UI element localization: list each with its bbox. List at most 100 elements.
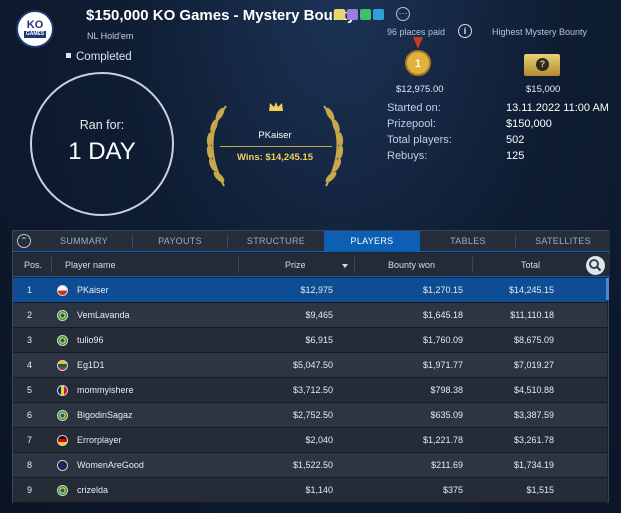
info-icon[interactable]: i: [458, 24, 472, 38]
row-total: $14,245.15: [508, 285, 554, 295]
row-player-name: mommyishere: [77, 385, 134, 395]
ticket-symbol: ?: [536, 58, 549, 71]
tab-separator: [132, 235, 133, 248]
row-position: 5: [27, 385, 33, 395]
tab-tables[interactable]: TABLES: [450, 236, 486, 246]
mail-badge-icon: [373, 9, 384, 20]
total-players-label: Total players:: [387, 134, 452, 146]
row-player-name: Eg1D1: [77, 360, 105, 370]
row-total: $3,261.78: [513, 435, 554, 445]
row-player-name: BigodinSagaz: [77, 410, 133, 420]
row-player-name: WomenAreGood: [77, 460, 144, 470]
row-player-name: Errorplayer: [77, 435, 122, 445]
tab-separator: [515, 235, 516, 248]
column-total[interactable]: Total: [521, 260, 541, 270]
row-bounty: $1,221.78: [422, 435, 463, 445]
column-separator: [354, 257, 355, 273]
row-total: $1,515: [526, 485, 554, 495]
table-row[interactable]: 5 mommyishere $3,712.50 $798.38 $4,510.8…: [13, 378, 607, 403]
winner-winnings: Wins: $14,245.15: [237, 152, 313, 163]
highest-bounty-label: Highest Mystery Bounty: [492, 27, 588, 37]
tab-separator: [227, 235, 228, 248]
first-place-medal-icon: 1: [405, 37, 431, 76]
row-total: $8,675.09: [513, 335, 554, 345]
row-total: $3,387.59: [513, 410, 554, 420]
row-position: 4: [27, 360, 33, 370]
row-bounty: $211.69: [431, 460, 463, 470]
column-separator: [238, 257, 239, 273]
romania-flag-icon: [57, 385, 68, 396]
column-separator: [472, 257, 473, 273]
tournament-title: $150,000 KO Games - Mystery Bounty: [86, 7, 356, 24]
collapse-panel-button[interactable]: ⌃: [17, 234, 31, 248]
more-options-button[interactable]: ···: [396, 7, 410, 21]
crown-icon: [269, 102, 283, 111]
tab-satellites[interactable]: SATELLITES: [535, 236, 591, 246]
row-position: 6: [27, 410, 33, 420]
logo-games-text: GAMES: [23, 31, 47, 38]
row-prize: $2,040: [305, 435, 333, 445]
row-total: $1,734.19: [513, 460, 554, 470]
tab-payouts[interactable]: PAYOUTS: [158, 236, 202, 246]
prizepool-label: Prizepool:: [387, 118, 436, 130]
sort-desc-icon[interactable]: [342, 264, 348, 268]
ko-badge-icon: [334, 9, 345, 20]
row-bounty: $1,760.09: [422, 335, 463, 345]
row-position: 7: [27, 435, 33, 445]
table-row[interactable]: 4 Eg1D1 $5,047.50 $1,971.77 $7,019.27: [13, 353, 607, 378]
globe-flag-icon: [57, 460, 68, 471]
video-badge-icon: [347, 9, 358, 20]
winner-divider: [220, 146, 332, 147]
rebuys-value: 125: [506, 150, 525, 162]
ko-games-logo: KO GAMES: [16, 10, 54, 48]
column-player-name[interactable]: Player name: [65, 260, 116, 270]
row-total: $7,019.27: [513, 360, 554, 370]
row-bounty: $635.09: [430, 410, 463, 420]
table-row[interactable]: 6 BigodinSagaz $2,752.50 $635.09 $3,387.…: [13, 403, 607, 428]
row-player-name: crizelda: [77, 485, 109, 495]
laurel-wreath-icon: [206, 105, 344, 187]
tournament-status: Completed: [66, 51, 132, 63]
tournament-badges: [334, 9, 384, 20]
row-prize: $2,752.50: [292, 410, 333, 420]
table-row[interactable]: 9 crizelda $1,140 $375 $1,515: [13, 478, 607, 503]
chile-flag-icon: [57, 285, 68, 296]
row-position: 8: [27, 460, 33, 470]
row-position: 1: [27, 285, 33, 295]
row-player-name: VemLavanda: [77, 310, 130, 320]
row-prize: $1,522.50: [292, 460, 333, 470]
total-players-value: 502: [506, 134, 525, 146]
row-position: 2: [27, 310, 33, 320]
lobby-panel: ⌃ SUMMARY PAYOUTS STRUCTURE PLAYERS TABL…: [12, 230, 610, 503]
table-row[interactable]: 2 VemLavanda $9,465 $1,645.18 $11,110.18: [13, 303, 607, 328]
table-row[interactable]: 3 tulio96 $6,915 $1,760.09 $8,675.09: [13, 328, 607, 353]
column-pos[interactable]: Pos.: [24, 260, 43, 270]
logo-ko-text: KO: [26, 19, 44, 31]
tab-players[interactable]: PLAYERS: [324, 231, 420, 252]
row-player-name: PKaiser: [77, 285, 109, 295]
tab-bar: ⌃ SUMMARY PAYOUTS STRUCTURE PLAYERS TABL…: [13, 231, 610, 252]
started-value: 13.11.2022 11:00 AM: [506, 102, 609, 114]
brazil-flag-icon: [57, 335, 68, 346]
duration-value: 1 DAY: [68, 138, 136, 165]
prizepool-value: $150,000: [506, 118, 552, 130]
column-prize[interactable]: Prize: [285, 260, 306, 270]
started-label: Started on:: [387, 102, 441, 114]
game-type: NL Hold'em: [87, 31, 134, 41]
row-position: 9: [27, 485, 33, 495]
table-scrollbar[interactable]: [606, 278, 609, 300]
search-button[interactable]: [586, 256, 605, 275]
germany-flag-icon: [57, 435, 68, 446]
table-row[interactable]: 7 Errorplayer $2,040 $1,221.78 $3,261.78: [13, 428, 607, 453]
table-row[interactable]: 8 WomenAreGood $1,522.50 $211.69 $1,734.…: [13, 453, 607, 478]
column-separator: [51, 257, 52, 273]
tab-structure[interactable]: STRUCTURE: [246, 236, 306, 246]
column-bounty-won[interactable]: Bounty won: [388, 260, 436, 270]
row-bounty: $798.38: [430, 385, 463, 395]
tab-summary[interactable]: SUMMARY: [60, 236, 108, 246]
table-row[interactable]: 1 PKaiser $12,975 $1,270.15 $14,245.15: [13, 278, 607, 303]
row-prize: $5,047.50: [292, 360, 333, 370]
duration-circle: Ran for: 1 DAY: [30, 72, 174, 216]
duration-label: Ran for:: [79, 118, 125, 132]
row-total: $11,110.18: [510, 310, 554, 320]
